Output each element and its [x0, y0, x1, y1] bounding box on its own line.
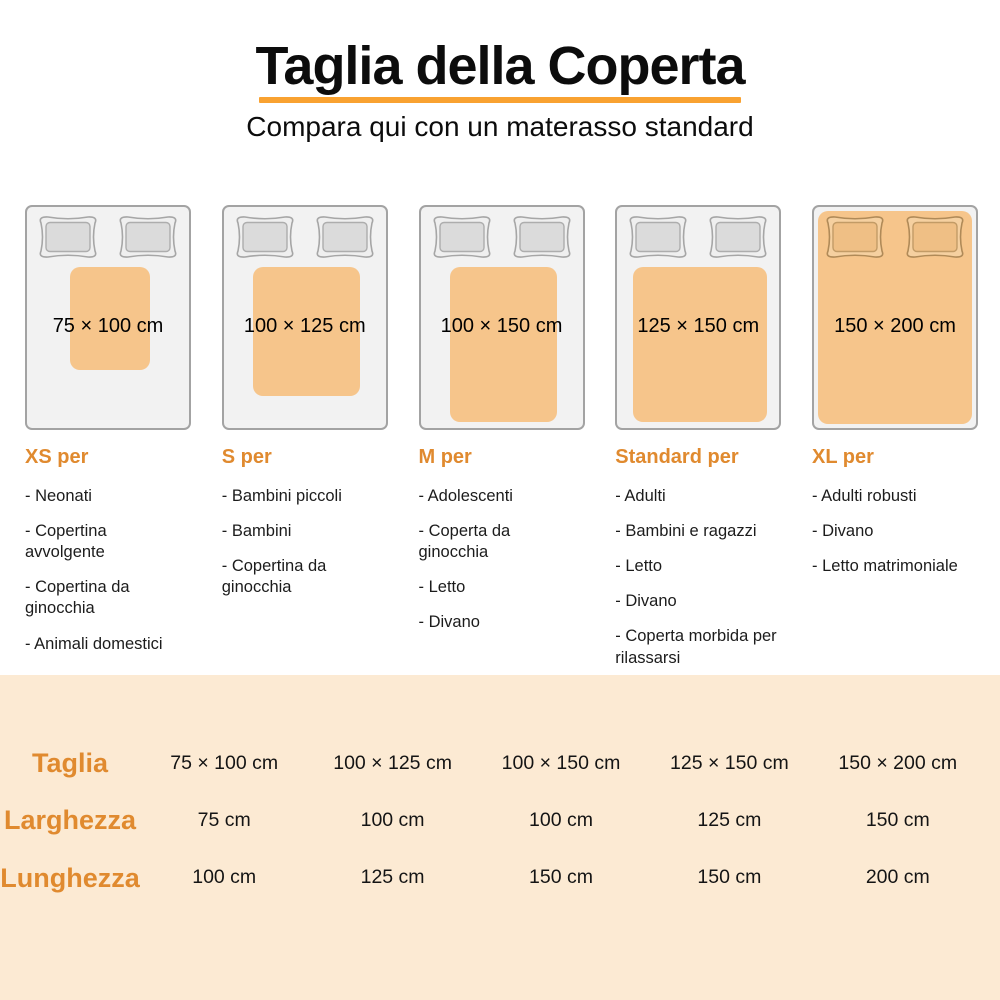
- bed-diagram-xl: 150 × 200 cm: [812, 205, 978, 430]
- category-heading: Standard per: [615, 446, 739, 468]
- use-item: Adulti robusti: [812, 486, 978, 507]
- category-heading: M per: [418, 446, 472, 468]
- use-list: Neonati Copertina avvolgente Copertina da …: [25, 486, 191, 655]
- bed-diagram-s: 100 × 125 cm: [221, 205, 388, 430]
- pillow-icon: [709, 216, 767, 258]
- page-subtitle: Compara qui con un materasso standard: [246, 110, 754, 142]
- use-item: Animali domestici: [25, 634, 191, 655]
- table-cell: 100 × 150 cm: [501, 751, 621, 774]
- table-cell: 150 cm: [697, 866, 762, 889]
- pillow-icon: [433, 216, 490, 258]
- use-item: Letto: [615, 556, 781, 577]
- bed-diagram-xs: 75 × 100 cm: [25, 205, 191, 430]
- category-heading: XL per: [812, 446, 874, 468]
- blanket-overlay: [70, 267, 150, 370]
- pillow-icon: [906, 216, 964, 258]
- use-list: Adulti robusti Divano Letto matrimoniale: [812, 486, 978, 577]
- blanket-overlay: [633, 267, 768, 422]
- use-item: Coperta da ginocchia: [419, 521, 585, 563]
- use-item: Bambini piccoli: [222, 486, 388, 507]
- category-heading: XS per: [25, 446, 89, 468]
- table-cell: 75 cm: [197, 809, 251, 832]
- size-columns: 75 × 100 cm XS per Neonati Copertina avvo…: [0, 205, 1000, 683]
- column-s: 100 × 125 cm S per Bambini piccoliBambin…: [221, 205, 388, 683]
- table-cell: 100 cm: [529, 809, 593, 832]
- blanket-size-label: 100 × 125 cm: [243, 315, 366, 337]
- column-standard: 125 × 150 cm Standard per Adulti Bambini …: [615, 205, 782, 683]
- category-heading: S per: [221, 446, 272, 468]
- table-cell: 100 × 125 cm: [333, 751, 452, 774]
- blanket-size-label: 100 × 150 cm: [440, 315, 563, 337]
- page-title: Taglia della Coperta: [255, 36, 745, 96]
- blanket-overlay: [253, 267, 361, 396]
- blanket-overlay: [450, 267, 557, 422]
- table-cell: 150 cm: [865, 809, 930, 832]
- pillow-icon: [826, 216, 884, 258]
- use-item: Divano: [615, 591, 781, 612]
- table-cell: 150 cm: [529, 866, 593, 889]
- use-item: Copertina avvolgente: [25, 521, 191, 563]
- table-cell: 200 cm: [865, 866, 930, 889]
- use-item: Divano: [419, 612, 585, 633]
- use-item: Letto matrimoniale: [812, 556, 978, 577]
- dimensions-table-panel: Taglia 75 × 100 cm 100 × 125 cm 100 × 15…: [0, 675, 1000, 1000]
- header: Taglia della Coperta Compara qui con un …: [0, 0, 1000, 143]
- dimensions-table: Taglia 75 × 100 cm 100 × 125 cm 100 × 15…: [0, 747, 982, 894]
- use-item: Adulti: [615, 486, 781, 507]
- use-list: Bambini piccoli Bambini Copertina da ginoc…: [222, 486, 388, 598]
- use-item: Coperta morbida per rilassarsi: [615, 626, 781, 668]
- use-item: Copertina da ginocchia: [222, 556, 388, 598]
- column-xs: 75 × 100 cm XS per Neonati Copertina avvo…: [25, 205, 191, 683]
- title-underline: [259, 96, 741, 103]
- use-item: Adolescenti: [419, 486, 585, 507]
- pillow-icon: [629, 216, 687, 258]
- table-cell: 150 × 200 cm: [838, 751, 958, 774]
- column-xl: 150 × 200 cm XL per Adulti robusti Divano…: [812, 205, 978, 683]
- pillow-icon: [39, 216, 97, 258]
- row-label-taglia: Taglia: [31, 748, 109, 778]
- pillow-icon: [119, 216, 177, 258]
- use-item: Divano: [812, 521, 978, 542]
- row-label-lunghezza: Lunghezza: [0, 862, 140, 893]
- table-cell: 125 × 150 cm: [670, 751, 789, 774]
- bed-diagram-standard: 125 × 150 cm: [615, 205, 782, 430]
- bed-diagram-m: 100 × 150 cm: [418, 205, 585, 430]
- column-m: 100 × 150 cm M per Adolescenti Coperta da…: [418, 205, 585, 683]
- use-item: Copertina da ginocchia: [25, 577, 191, 619]
- table-cell: 125 cm: [360, 866, 425, 889]
- use-item: Bambini: [222, 521, 388, 542]
- table-cell: 100 cm: [192, 866, 257, 889]
- pillow-icon: [316, 216, 374, 258]
- use-item: Bambini e ragazzi: [615, 521, 781, 542]
- use-item: Letto: [419, 577, 585, 598]
- use-list: Adolescenti Coperta da ginocchia Letto Diva…: [419, 486, 585, 634]
- blanket-size-label: 75 × 100 cm: [52, 315, 164, 337]
- row-label-larghezza: Larghezza: [3, 805, 137, 836]
- use-list: Adulti Bambini e ragazzi Letto Divano Copert…: [615, 486, 781, 669]
- table-cell: 75 × 100 cm: [170, 751, 279, 774]
- pillow-icon: [236, 216, 294, 258]
- blanket-size-label: 150 × 200 cm: [834, 315, 956, 337]
- use-item: Neonati: [25, 486, 191, 507]
- pillow-icon: [513, 216, 570, 258]
- blanket-size-label: 125 × 150 cm: [637, 315, 760, 337]
- table-cell: 100 cm: [360, 809, 425, 832]
- table-cell: 125 cm: [697, 809, 762, 832]
